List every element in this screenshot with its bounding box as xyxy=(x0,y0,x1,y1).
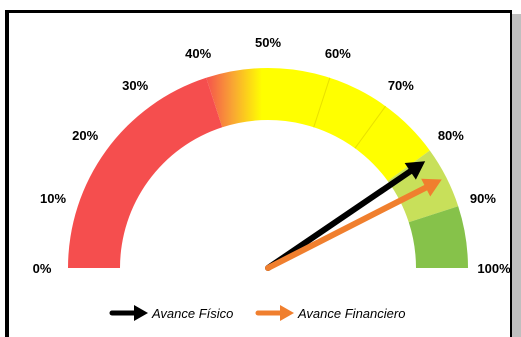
legend: Avance Físico Avance Financiero xyxy=(109,305,405,321)
frame-border-left xyxy=(5,10,9,337)
legend-label: Avance Financiero xyxy=(297,306,405,321)
legend-arrow xyxy=(280,305,294,321)
gauge-separator xyxy=(313,77,331,128)
tick-label: 50% xyxy=(255,35,281,50)
tick-label: 100% xyxy=(477,261,511,276)
needle-part xyxy=(265,184,429,271)
needle-part xyxy=(421,178,442,197)
needle-avance-fisico xyxy=(265,161,426,271)
tick-label: 0% xyxy=(33,261,52,276)
legend-item: Avance Físico xyxy=(109,305,233,321)
tick-label: 60% xyxy=(325,46,351,61)
gauge-needles xyxy=(265,161,442,271)
frame-shadow xyxy=(512,14,521,337)
frame-border-top xyxy=(5,10,510,13)
legend-arrow xyxy=(134,305,148,321)
needle-part xyxy=(404,161,426,180)
frame-border-right xyxy=(510,10,512,337)
legend-label: Avance Físico xyxy=(151,306,233,321)
gauge-band-1 xyxy=(206,68,268,128)
tick-label: 20% xyxy=(72,128,98,143)
tick-label: 80% xyxy=(438,128,464,143)
gauge-band-4 xyxy=(408,206,468,268)
gauge-separator xyxy=(354,105,386,149)
tick-label: 70% xyxy=(388,78,414,93)
needle-avance-financiero xyxy=(265,178,442,271)
needle-part xyxy=(265,168,414,271)
gauge-bands xyxy=(68,68,468,268)
gauge-band-2 xyxy=(268,68,430,182)
tick-label: 10% xyxy=(40,191,66,206)
tick-label: 40% xyxy=(185,46,211,61)
gauge-band-0 xyxy=(68,77,223,268)
gauge-tick-labels: 0% 10% 20% 30% 40% 50% 60% 70% 80% 90% 100% xyxy=(33,35,511,276)
tick-label: 30% xyxy=(122,78,148,93)
legend-item: Avance Financiero xyxy=(255,305,405,321)
tick-label: 90% xyxy=(470,191,496,206)
